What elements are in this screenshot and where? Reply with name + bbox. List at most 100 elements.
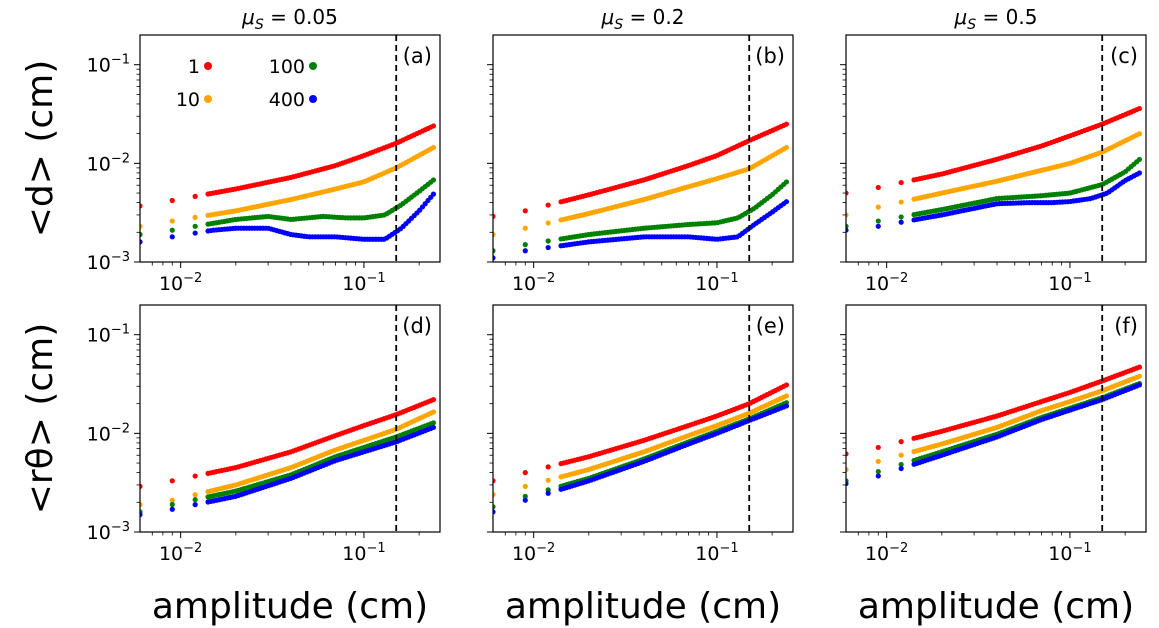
x-tick-label: 10−1 [695, 271, 738, 295]
data-point [522, 493, 528, 499]
x-tick-label: 10−2 [865, 271, 908, 295]
data-points [493, 382, 790, 515]
data-points [140, 397, 437, 518]
data-point [430, 191, 437, 197]
y-axis-title: <d> (cm) [20, 60, 61, 238]
data-point [545, 490, 551, 496]
data-point [192, 230, 198, 236]
data-point [898, 465, 904, 472]
data-point [493, 255, 496, 261]
plot-frame [845, 34, 1147, 263]
data-point [140, 501, 143, 508]
data-point [140, 231, 143, 238]
panel-e: 10−2 10−1 (e) [487, 304, 794, 565]
data-point [169, 497, 175, 503]
column-title: μS = 0.2 [601, 5, 685, 33]
series-400 [140, 424, 437, 518]
series-400 [493, 403, 790, 515]
series-400 [140, 191, 437, 245]
data-point [169, 218, 175, 224]
data-point [783, 382, 790, 388]
data-point [846, 451, 849, 457]
plot-frame [139, 34, 441, 263]
x-tick-label: 10−2 [512, 541, 555, 565]
data-point [522, 497, 528, 503]
data-point [169, 501, 175, 508]
data-point [169, 234, 175, 240]
series-10 [140, 409, 437, 508]
data-point [898, 438, 904, 445]
data-point [522, 470, 528, 476]
data-point [140, 203, 143, 209]
data-point [1136, 382, 1143, 388]
legend-marker [204, 95, 212, 103]
data-point [522, 483, 528, 489]
data-point [493, 213, 496, 219]
series-1 [846, 364, 1143, 457]
x-tick-label: 10−2 [865, 541, 908, 565]
legend-label: 1 [188, 56, 200, 78]
data-point [875, 468, 881, 475]
legend-label: 10 [176, 89, 200, 111]
data-point [493, 504, 496, 510]
series-10 [846, 131, 1143, 218]
column-title: μS = 0.05 [241, 5, 338, 33]
x-tick-label: 10−1 [695, 541, 738, 565]
x-axis-title: amplitude (cm) [858, 586, 1134, 627]
panel-label: (c) [1110, 44, 1138, 68]
x-axis-title: amplitude (cm) [152, 586, 428, 627]
series-1 [140, 397, 437, 489]
data-point [169, 197, 175, 204]
data-point [430, 144, 437, 151]
legend-marker [309, 95, 317, 103]
data-point [1136, 105, 1143, 112]
data-point [875, 184, 881, 191]
data-point [783, 121, 790, 127]
data-point [898, 179, 904, 186]
data-point [545, 244, 551, 251]
data-point [783, 199, 790, 205]
data-point [846, 227, 849, 233]
data-point [545, 220, 551, 226]
data-point [430, 397, 437, 403]
panel-d: 10−2 10−1 10−3 10−2 10−1 (d) [87, 304, 441, 565]
x-tick-label: 10−1 [342, 271, 385, 295]
data-point [430, 123, 437, 129]
data-point [875, 223, 881, 229]
series-400 [846, 170, 1143, 233]
y-tick-label: 10−3 [87, 520, 130, 544]
data-point [846, 480, 849, 487]
data-point [493, 248, 496, 254]
data-point [169, 478, 175, 484]
y-tick-label: 10−3 [87, 250, 130, 274]
data-point [875, 444, 881, 451]
panel-f: 10−2 10−1 (f) [840, 304, 1147, 565]
legend-label: 400 [269, 89, 305, 111]
data-point [192, 193, 198, 199]
x-tick-label: 10−2 [512, 271, 555, 295]
legend-marker [309, 62, 317, 70]
x-tick-label: 10−1 [342, 541, 385, 565]
data-point [493, 231, 496, 238]
series-1 [493, 382, 790, 484]
data-point [430, 177, 437, 183]
data-point [846, 466, 849, 473]
x-tick-label: 10−1 [1048, 541, 1091, 565]
data-points [493, 121, 790, 261]
data-points [140, 123, 437, 245]
data-point [545, 202, 551, 208]
data-point [875, 458, 881, 464]
plot-frame [492, 304, 794, 533]
data-point [846, 223, 849, 229]
data-point [898, 219, 904, 225]
legend: 1 10 100 400 [176, 56, 317, 111]
data-point [1136, 364, 1143, 370]
x-tick-label: 10−2 [159, 271, 202, 295]
data-point [1136, 156, 1143, 163]
panel-a: 10−2 10−1 10−3 10−2 10−1 (a) [87, 34, 441, 295]
y-tick-label: 10−2 [87, 151, 130, 175]
data-point [192, 502, 198, 508]
column-titles: μS = 0.05 μS = 0.2 μS = 0.5 [241, 5, 1037, 33]
x-axis-title: amplitude (cm) [505, 586, 781, 627]
